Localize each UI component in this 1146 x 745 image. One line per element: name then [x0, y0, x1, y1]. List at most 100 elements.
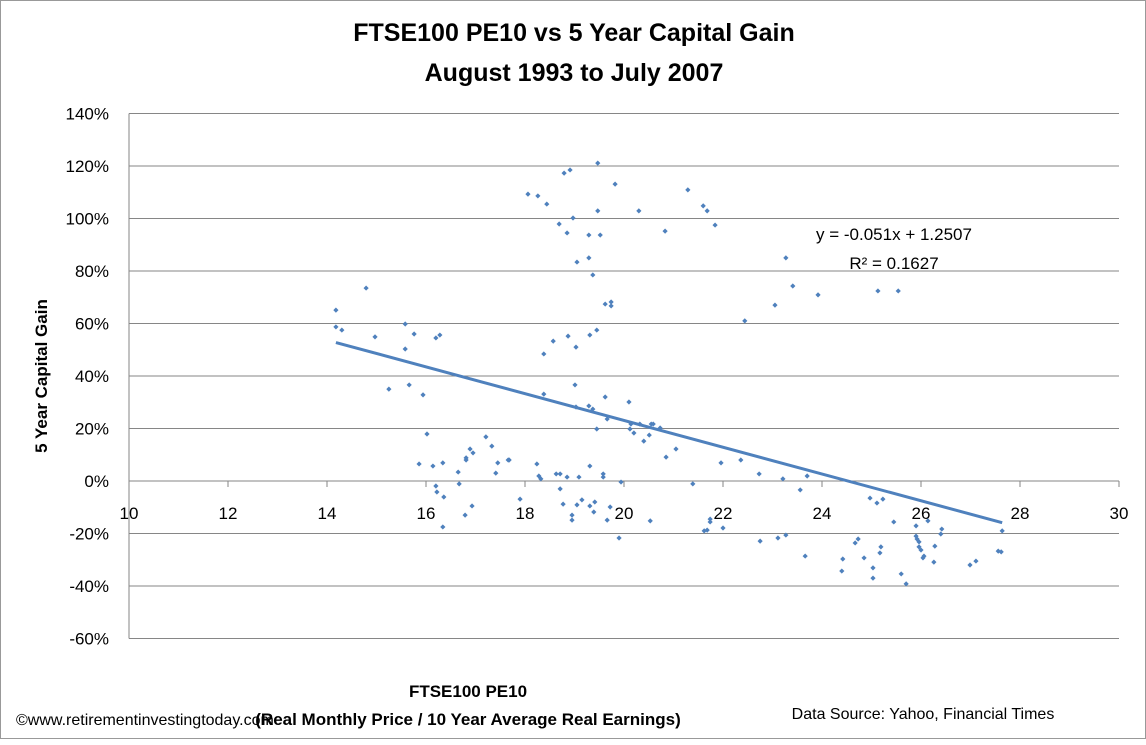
data-point [534, 461, 540, 467]
data-point [756, 471, 762, 477]
data-point [595, 208, 601, 214]
data-point [604, 517, 610, 523]
y-tick-label: 40% [75, 367, 109, 386]
data-point [690, 481, 696, 487]
data-point [999, 528, 1005, 534]
x-tick-label: 26 [912, 504, 931, 523]
data-point [339, 327, 345, 333]
data-point [870, 565, 876, 571]
data-point [973, 558, 979, 564]
data-point [462, 512, 468, 518]
trendline-r2: R² = 0.1627 [849, 254, 938, 273]
x-tick-label: 12 [219, 504, 238, 523]
data-point [440, 524, 446, 530]
x-tick-label: 22 [714, 504, 733, 523]
data-point [867, 495, 873, 501]
data-point [600, 471, 606, 477]
data-point [772, 302, 778, 308]
data-point [564, 230, 570, 236]
data-point [430, 463, 436, 469]
data-point [592, 499, 598, 505]
data-point [616, 535, 622, 541]
data-point [802, 553, 808, 559]
data-point [470, 450, 476, 456]
data-point [467, 446, 473, 452]
data-point [673, 446, 679, 452]
data-point [411, 331, 417, 337]
y-tick-label: 80% [75, 262, 109, 281]
data-point [967, 562, 973, 568]
data-point [574, 502, 580, 508]
data-point [877, 550, 883, 556]
data-point [797, 487, 803, 493]
data-point [880, 496, 886, 502]
y-axis-label: 5 Year Capital Gain [32, 299, 51, 453]
data-point [780, 476, 786, 482]
data-point [579, 497, 585, 503]
data-point [891, 519, 897, 525]
data-point [420, 392, 426, 398]
data-point [626, 399, 632, 405]
data-point [553, 471, 559, 477]
data-point [572, 382, 578, 388]
data-point [433, 483, 439, 489]
data-point [333, 307, 339, 313]
data-point [544, 201, 550, 207]
data-point [505, 457, 511, 463]
data-point [938, 531, 944, 537]
data-point [995, 548, 1001, 554]
data-point [914, 536, 920, 542]
data-point [663, 454, 669, 460]
data-point [641, 438, 647, 444]
data-point [416, 461, 422, 467]
data-point [386, 386, 392, 392]
data-point [441, 494, 447, 500]
data-point [804, 473, 810, 479]
data-point [586, 255, 592, 261]
data-point [657, 425, 663, 431]
data-point [918, 547, 924, 553]
data-point [569, 517, 575, 523]
data-point [602, 394, 608, 400]
data-point [783, 255, 789, 261]
trendline [335, 341, 1003, 525]
x-axis-label-line-2: (Real Monthly Price / 10 Year Average Re… [255, 710, 681, 729]
data-point [535, 193, 541, 199]
data-point [757, 538, 763, 544]
data-point [372, 334, 378, 340]
data-point [363, 285, 369, 291]
data-point [433, 335, 439, 341]
y-tick-label: 20% [75, 420, 109, 439]
x-tick-label: 30 [1110, 504, 1129, 523]
y-tick-label: -60% [69, 630, 109, 649]
data-point [489, 443, 495, 449]
data-point [631, 430, 637, 436]
data-point [556, 221, 562, 227]
data-point [587, 503, 593, 509]
data-point [742, 318, 748, 324]
data-point [707, 519, 713, 525]
data-point [704, 208, 710, 214]
x-axis-label-line-1: FTSE100 PE10 [409, 682, 527, 701]
y-tick-label: 140% [66, 105, 109, 124]
gridlines [128, 113, 1119, 639]
y-tick-label: 100% [66, 210, 109, 229]
data-point [783, 532, 789, 538]
chart-title-line-1: FTSE100 PE10 vs 5 Year Capital Gain [353, 19, 794, 47]
data-point [704, 527, 710, 533]
y-tick-label: 0% [84, 472, 109, 491]
x-tick-label: 16 [417, 504, 436, 523]
data-point [567, 167, 573, 173]
data-point [557, 471, 563, 477]
data-point [595, 160, 601, 166]
data-point [775, 535, 781, 541]
data-point [921, 553, 927, 559]
data-point [840, 556, 846, 562]
copyright-text: ©www.retirementinvestingtoday.com [16, 712, 274, 729]
data-point [597, 232, 603, 238]
data-point [707, 516, 713, 522]
data-point [586, 232, 592, 238]
data-point [574, 259, 580, 265]
